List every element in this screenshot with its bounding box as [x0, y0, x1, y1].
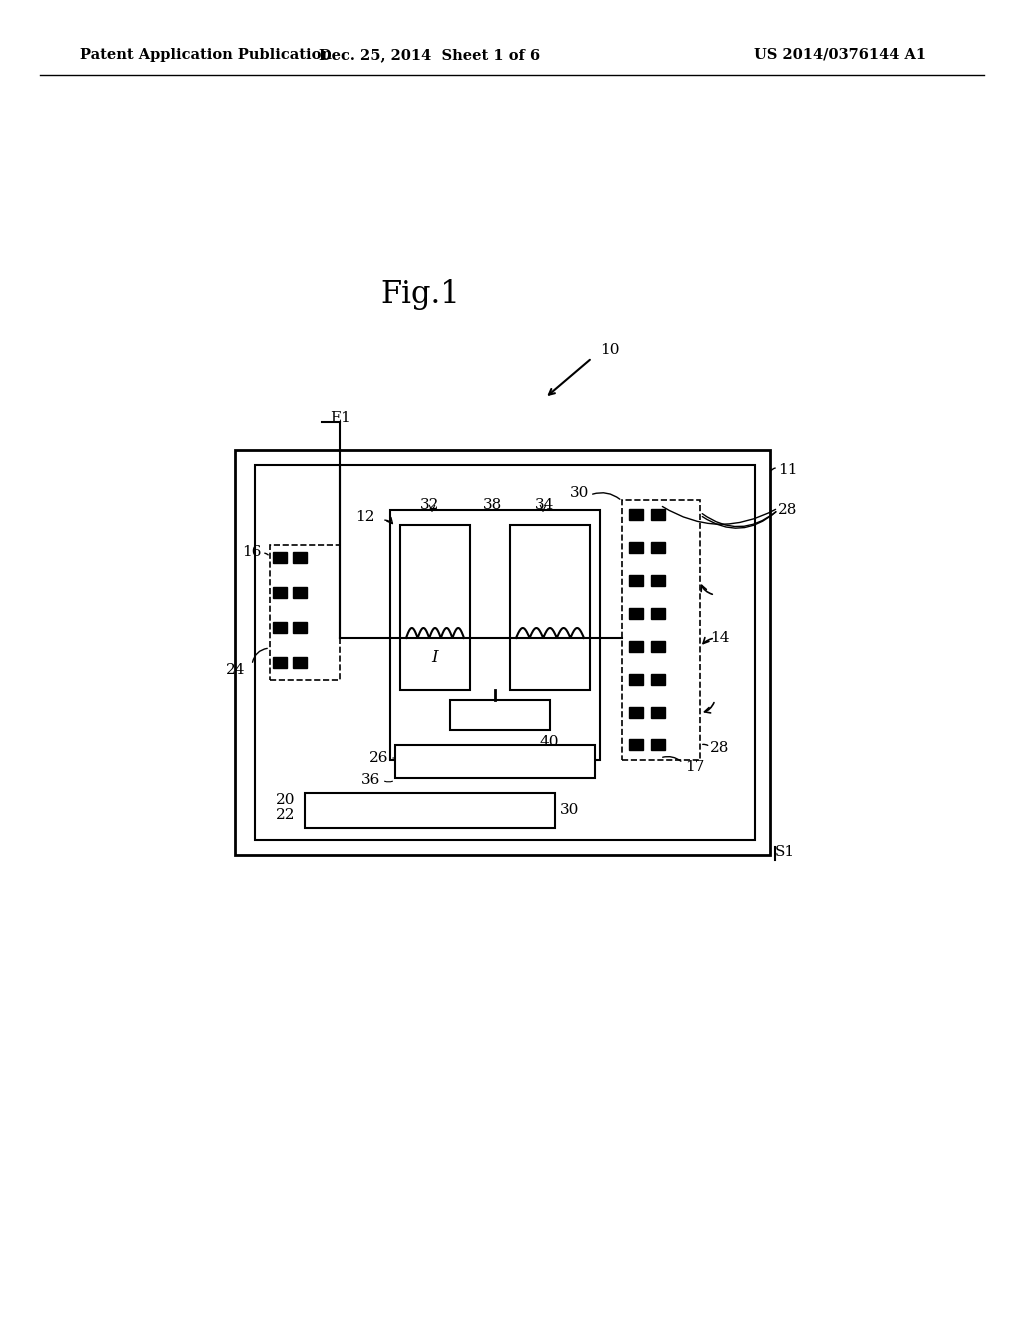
Text: 10: 10: [600, 343, 620, 356]
Bar: [651, 739, 665, 750]
Bar: [510, 525, 590, 690]
Bar: [629, 576, 643, 586]
Bar: [651, 609, 665, 619]
Text: Patent Application Publication: Patent Application Publication: [80, 48, 332, 62]
Bar: [293, 552, 307, 564]
Text: E1: E1: [330, 411, 351, 425]
Bar: [273, 552, 287, 564]
Bar: [395, 744, 595, 777]
Text: 24: 24: [225, 663, 245, 677]
Text: 36: 36: [360, 774, 380, 787]
Text: Dec. 25, 2014  Sheet 1 of 6: Dec. 25, 2014 Sheet 1 of 6: [319, 48, 541, 62]
Text: 26: 26: [369, 751, 388, 766]
Text: 17: 17: [685, 760, 705, 774]
Text: 40: 40: [540, 735, 559, 748]
Bar: [651, 576, 665, 586]
Bar: [255, 465, 755, 840]
Text: 16: 16: [243, 545, 262, 558]
Bar: [450, 700, 550, 730]
Text: 32: 32: [420, 498, 439, 512]
Text: 28: 28: [778, 503, 798, 517]
Text: 14: 14: [710, 631, 729, 645]
Bar: [293, 587, 307, 598]
Text: 22: 22: [275, 808, 295, 822]
Text: 30: 30: [570, 486, 590, 500]
Text: 38: 38: [483, 498, 503, 512]
Bar: [270, 545, 340, 680]
Bar: [651, 642, 665, 652]
Bar: [629, 642, 643, 652]
Bar: [651, 510, 665, 520]
Bar: [622, 500, 700, 760]
Bar: [629, 543, 643, 553]
Text: 11: 11: [778, 463, 798, 477]
Bar: [273, 587, 287, 598]
Bar: [390, 510, 600, 760]
Text: S1: S1: [775, 845, 795, 859]
Text: 12: 12: [355, 510, 375, 524]
Text: 20: 20: [275, 793, 295, 807]
Bar: [305, 793, 555, 828]
Bar: [293, 657, 307, 668]
Bar: [234, 450, 770, 855]
Bar: [629, 739, 643, 750]
Bar: [629, 609, 643, 619]
Bar: [651, 708, 665, 718]
Bar: [651, 675, 665, 685]
Bar: [651, 543, 665, 553]
Text: I: I: [432, 649, 438, 667]
Text: 28: 28: [710, 741, 729, 755]
Bar: [273, 622, 287, 634]
Bar: [273, 657, 287, 668]
Bar: [629, 675, 643, 685]
Bar: [293, 622, 307, 634]
Bar: [400, 525, 470, 690]
Text: Fig.1: Fig.1: [380, 280, 460, 310]
Bar: [629, 708, 643, 718]
Text: US 2014/0376144 A1: US 2014/0376144 A1: [754, 48, 926, 62]
Text: 30: 30: [560, 803, 580, 817]
Bar: [629, 510, 643, 520]
Text: 34: 34: [536, 498, 555, 512]
